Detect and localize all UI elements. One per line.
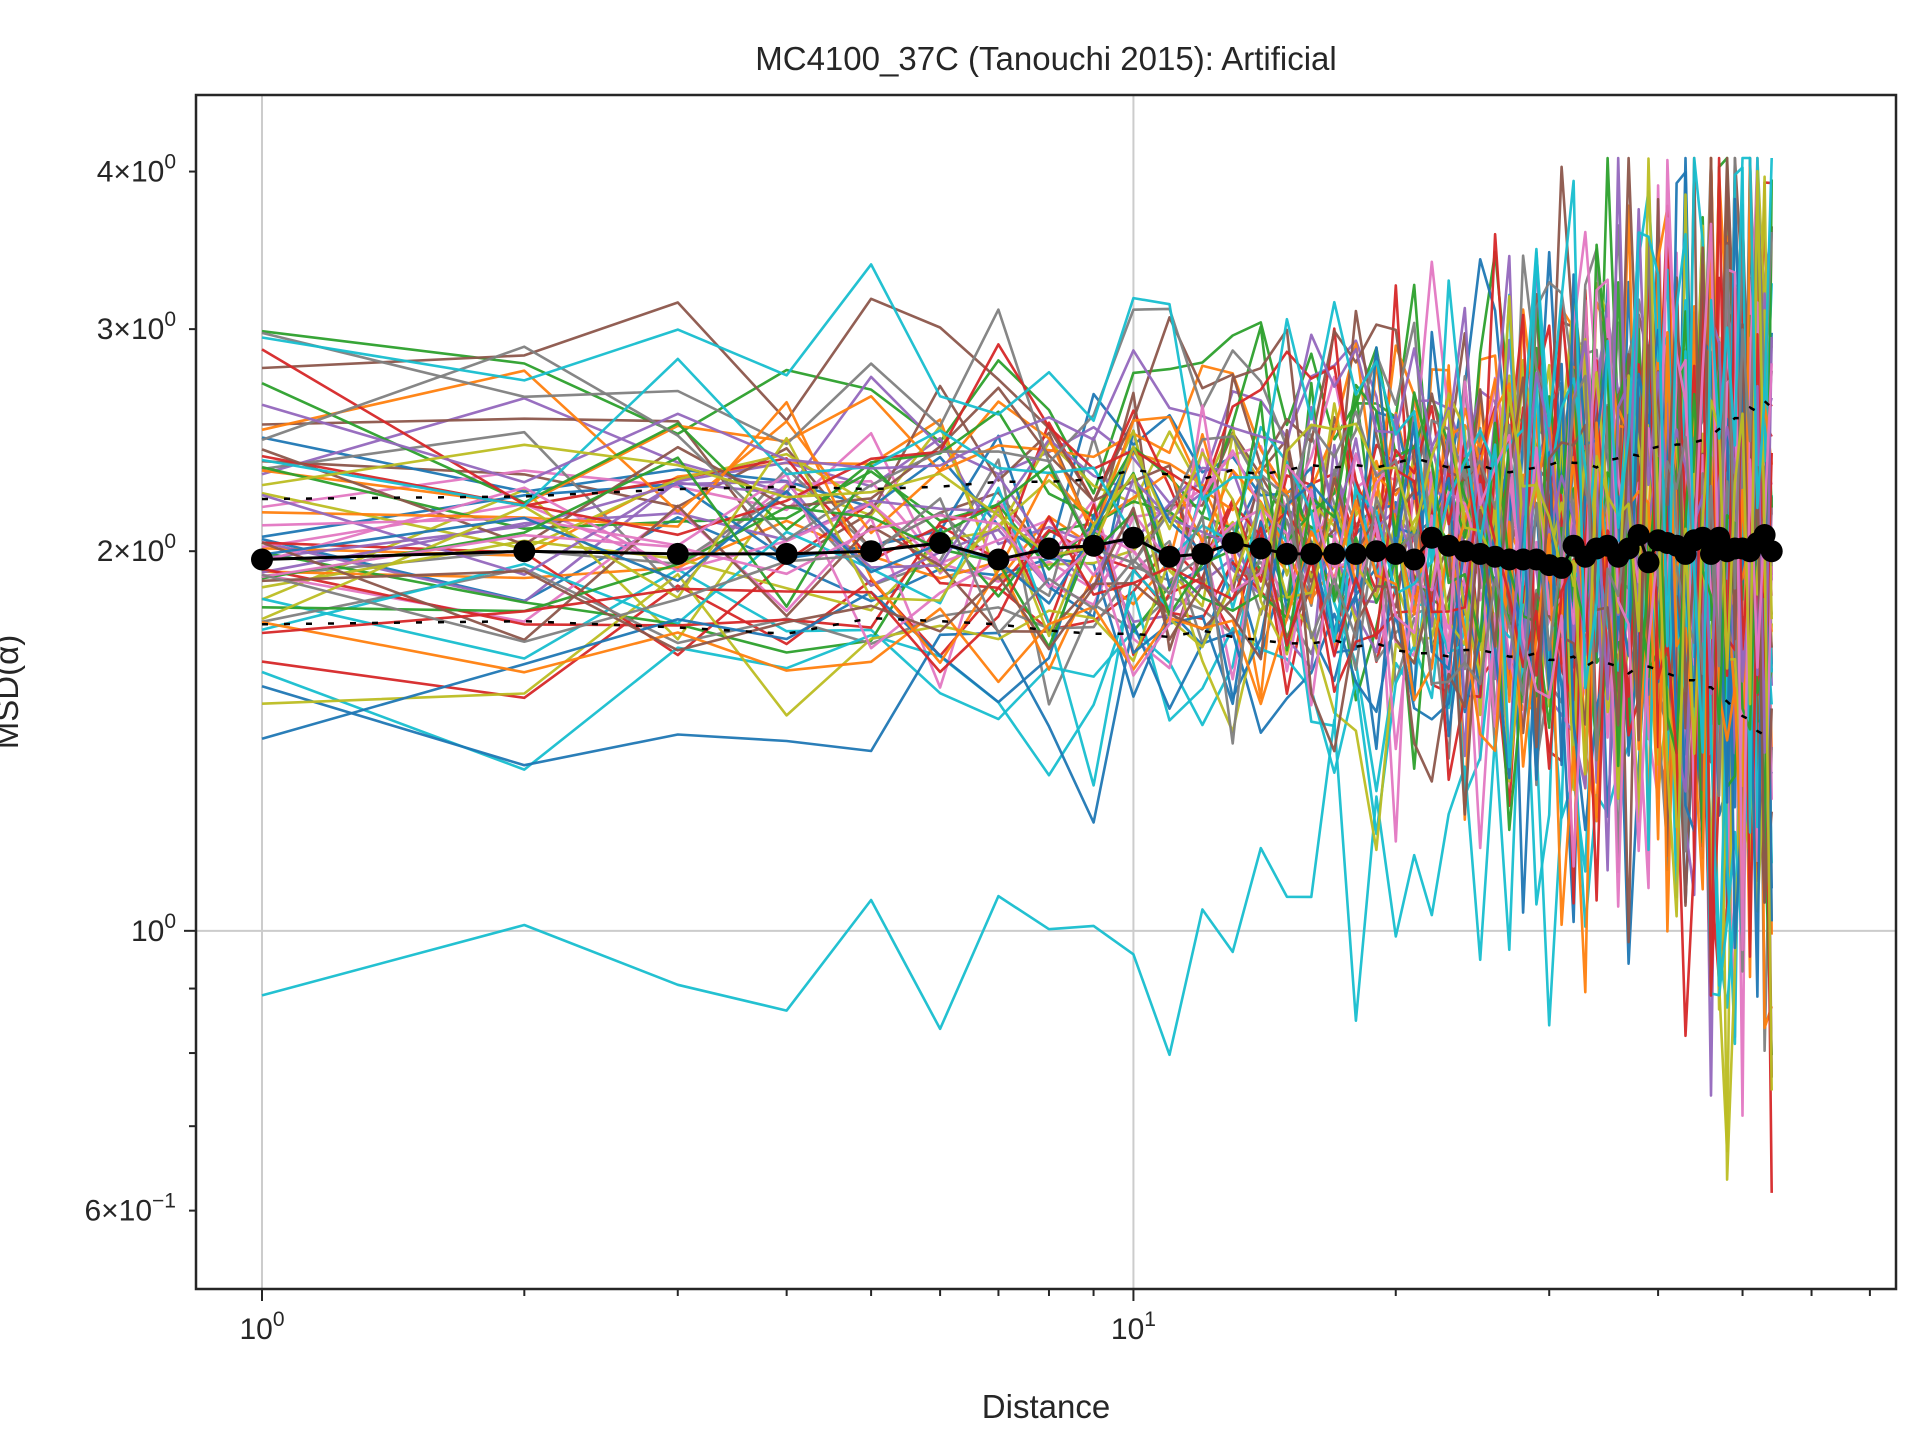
y-axis-ticks: 6×10−1 100 2×100 3×100 4×100 [84,151,196,1228]
mean-series-group [251,524,1783,579]
grid-lines [196,95,1896,1289]
mean-point [1323,542,1346,565]
mean-point [1275,542,1298,565]
mean-point [1082,534,1105,557]
mean-point [1637,551,1660,574]
y-tick-label: 4×100 [97,151,176,189]
y-tick-label: 2×100 [97,530,176,568]
individual-series-line [261,237,1773,1038]
individual-series-line [261,156,1773,769]
mean-point [860,540,883,563]
y-tick-label: 3×100 [97,308,176,346]
mean-point [1344,542,1367,565]
mean-point [1191,542,1214,565]
mean-point [1403,548,1426,571]
mean-point [987,548,1010,571]
x-tick-label: 100 [239,1308,284,1346]
mean-point [513,540,536,563]
individual-series-line [261,217,1773,952]
mean-point [1221,532,1244,554]
mean-point [1550,556,1573,579]
mean-point [1300,542,1323,565]
mean-point [1384,542,1407,565]
individual-series-line [261,241,1773,904]
y-tick-label: 100 [131,910,176,948]
mean-point [1122,526,1145,549]
mean-point [1365,540,1388,563]
y-axis-label: MSD(α) [0,635,25,749]
x-axis-ticks: 100 101 [239,1289,1871,1346]
individual-series-line [261,165,1773,994]
x-tick-label: 101 [1111,1308,1156,1346]
plot-frame [194,93,1898,1291]
plot-area [251,156,1783,1193]
mean-point [251,548,273,571]
mean-point [1691,526,1714,549]
individual-series-group [261,156,1773,1193]
individual-series-line [261,157,1773,1091]
mean-point [1038,537,1060,560]
mean-point [666,542,689,565]
mean-point [929,532,952,554]
mean-point [1420,526,1443,549]
mean-point [1158,545,1181,568]
y-tick-label: 6×10−1 [84,1190,176,1228]
chart-title: MC4100_37C (Tanouchi 2015): Artificial [755,40,1336,77]
mean-point [1760,540,1783,563]
mean-point [1249,537,1272,560]
mean-point [775,542,798,565]
mean-point [1627,524,1650,546]
x-axis-label: Distance [982,1388,1110,1425]
